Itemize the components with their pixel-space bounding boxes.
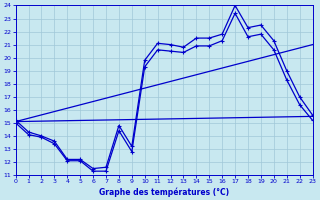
X-axis label: Graphe des températures (°C): Graphe des températures (°C) bbox=[99, 187, 229, 197]
